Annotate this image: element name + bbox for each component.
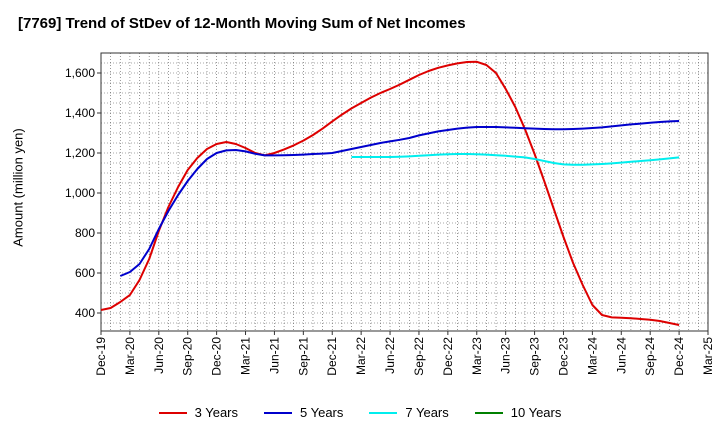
x-tick-label: Dec-19 bbox=[94, 337, 108, 376]
x-tick-label: Sep-23 bbox=[528, 337, 542, 376]
y-tick-label: 800 bbox=[75, 226, 95, 240]
legend: 3 Years 5 Years 7 Years 10 Years bbox=[0, 405, 720, 420]
x-tick-label: Dec-20 bbox=[210, 337, 224, 376]
legend-swatch bbox=[369, 411, 398, 414]
legend-item-5-years: 5 Years bbox=[264, 405, 343, 420]
x-tick-label: Dec-22 bbox=[441, 337, 455, 376]
x-tick-label: Sep-21 bbox=[296, 337, 310, 376]
series-line-7-years bbox=[351, 153, 680, 166]
legend-swatch bbox=[158, 411, 187, 414]
legend-item-10-years: 10 Years bbox=[474, 405, 562, 420]
plot-area bbox=[101, 53, 708, 331]
y-tick-label: 600 bbox=[75, 266, 95, 280]
legend-label: 7 Years bbox=[405, 405, 449, 420]
plot-frame bbox=[100, 52, 709, 332]
x-tick-label: Jun-21 bbox=[267, 337, 281, 374]
x-tick-label: Mar-23 bbox=[470, 337, 484, 375]
x-tick-label: Dec-23 bbox=[556, 337, 570, 376]
series-line-5-years bbox=[119, 120, 680, 277]
x-tick-label: Mar-25 bbox=[701, 337, 715, 375]
x-tick-label: Jun-22 bbox=[383, 337, 397, 374]
legend-swatch bbox=[264, 411, 292, 414]
x-tick-label: Mar-22 bbox=[354, 337, 368, 375]
chart-title: [7769] Trend of StDev of 12-Month Moving… bbox=[18, 15, 466, 32]
y-tick-label: 1,200 bbox=[65, 146, 95, 160]
x-tick-label: Mar-24 bbox=[585, 337, 599, 375]
x-tick-label: Mar-21 bbox=[239, 337, 253, 375]
x-tick-label: Jun-24 bbox=[614, 337, 628, 374]
x-tick-label: Dec-21 bbox=[325, 337, 339, 376]
legend-label: 5 Years bbox=[300, 405, 344, 420]
x-tick-label: Sep-20 bbox=[181, 337, 195, 376]
legend-item-3-years: 3 Years bbox=[158, 405, 238, 420]
legend-label: 10 Years bbox=[510, 405, 562, 420]
x-tick-label: Jun-20 bbox=[152, 337, 166, 374]
y-tick-label: 1,400 bbox=[65, 106, 95, 120]
x-tick-label: Sep-24 bbox=[643, 337, 657, 376]
x-tick-label: Jun-23 bbox=[499, 337, 513, 374]
x-tick-label: Mar-20 bbox=[123, 337, 137, 375]
legend-label: 3 Years bbox=[194, 405, 238, 420]
y-tick-label: 1,600 bbox=[65, 66, 95, 80]
legend-item-7-years: 7 Years bbox=[369, 405, 449, 420]
x-tick-label: Sep-22 bbox=[412, 337, 426, 376]
legend-swatch bbox=[474, 411, 503, 414]
y-tick-label: 400 bbox=[75, 306, 95, 320]
series-line-3-years bbox=[100, 60, 680, 326]
x-tick-label: Dec-24 bbox=[672, 337, 686, 376]
y-tick-label: 1,000 bbox=[65, 186, 95, 200]
